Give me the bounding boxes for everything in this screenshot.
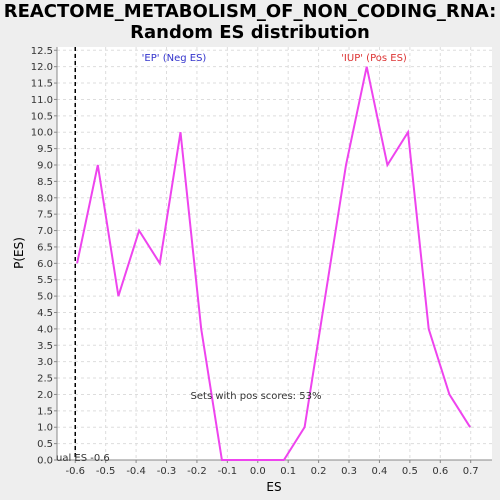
x-tick-label: 0.7	[463, 466, 479, 477]
actual-es-label: ual ES -0.6	[56, 453, 110, 464]
y-tick-label: 5.5	[37, 275, 53, 286]
y-tick-label: 3.5	[37, 341, 53, 352]
x-tick-label: -0.4	[126, 466, 146, 477]
y-tick-label: 12.5	[31, 46, 53, 57]
y-tick-label: 10.0	[31, 128, 53, 139]
y-tick-label: 7.0	[37, 226, 53, 237]
x-tick-label: -0.5	[96, 466, 116, 477]
y-tick-label: 1.0	[37, 423, 53, 434]
y-tick-label: 4.0	[37, 324, 53, 335]
y-tick-label: 0.0	[37, 456, 53, 467]
x-tick-label: 0.1	[280, 466, 296, 477]
x-tick-label: -0.1	[218, 466, 238, 477]
x-tick-label: 0.2	[311, 466, 327, 477]
x-axis-ticks: -0.6 -0.5 -0.4 -0.3 -0.2 -0.1 0.0 0.1 0.2 0.3 0.4 0…	[65, 460, 479, 477]
y-tick-label: 11.0	[31, 95, 53, 106]
y-tick-label: 6.5	[37, 242, 53, 253]
grid-lines	[57, 47, 492, 461]
neg-es-label: 'EP' (Neg ES)	[142, 53, 207, 64]
y-tick-label: 4.5	[37, 308, 53, 319]
x-tick-label: 0.6	[432, 466, 448, 477]
y-tick-label: 7.5	[37, 210, 53, 221]
y-tick-label: 8.5	[37, 177, 53, 188]
chart-title: REACTOME_METABOLISM_OF_NON_CODING_RNA: R…	[0, 1, 500, 43]
y-tick-label: 2.5	[37, 374, 53, 385]
title-line-2: Random ES distribution	[130, 22, 370, 43]
x-axis-label: ES	[266, 480, 281, 494]
pos-es-label: 'IUP' (Pos ES)	[341, 53, 407, 64]
y-tick-label: 6.0	[37, 259, 53, 270]
x-tick-label: 0.5	[402, 466, 418, 477]
y-tick-label: 0.5	[37, 439, 53, 450]
y-tick-label: 9.5	[37, 144, 53, 155]
y-axis-label: P(ES)	[12, 237, 26, 269]
series-line	[76, 66, 471, 461]
y-tick-label: 10.5	[31, 111, 53, 122]
title-line-1: REACTOME_METABOLISM_OF_NON_CODING_RNA:	[3, 1, 497, 22]
x-tick-label: 0.4	[371, 466, 387, 477]
y-tick-label: 11.5	[31, 79, 53, 90]
x-tick-label: -0.6	[65, 466, 85, 477]
pos-scores-label: Sets with pos scores: 53%	[191, 391, 322, 402]
x-tick-label: 0.0	[250, 466, 266, 477]
x-tick-label: 0.3	[341, 466, 357, 477]
y-tick-label: 3.0	[37, 357, 53, 368]
x-tick-label: -0.3	[157, 466, 177, 477]
y-tick-label: 1.5	[37, 406, 53, 417]
y-tick-label: 12.0	[31, 62, 53, 73]
x-tick-label: -0.2	[187, 466, 207, 477]
y-tick-label: 5.0	[37, 292, 53, 303]
y-tick-label: 2.0	[37, 390, 53, 401]
y-tick-label: 8.0	[37, 193, 53, 204]
y-tick-label: 9.0	[37, 161, 53, 172]
y-axis-ticks: 0.0 0.5 1.0 1.5 2.0 2.5 3.0 3.5 4.0 4.5 5.0 5.5 6.0 6…	[31, 46, 57, 467]
